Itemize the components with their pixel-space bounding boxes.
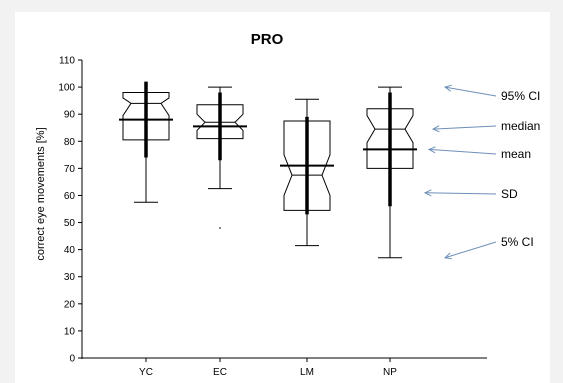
y-tick-label: 80 — [64, 137, 76, 148]
annotation-label: median — [501, 119, 540, 133]
axes: 0 10 20 30 40 50 60 70 80 90 100 110 YC EC LM NP — [58, 56, 487, 378]
x-tick-label: EC — [213, 367, 227, 378]
annotation-label: SD — [501, 187, 518, 201]
y-tick-label: 60 — [64, 191, 76, 202]
y-tick-label: 100 — [58, 83, 75, 94]
x-tick-label: YC — [139, 367, 153, 378]
outlier-point — [219, 227, 221, 229]
x-tick-label: NP — [383, 367, 397, 378]
notched-box — [366, 108, 414, 169]
annotation-mean: mean — [427, 146, 531, 161]
annotation-arrow-line — [444, 241, 497, 259]
annotation-arrow-head — [423, 189, 432, 197]
annotation-arrow-line — [444, 86, 497, 97]
boxes — [119, 81, 417, 259]
annotation-label: 5% CI — [501, 235, 534, 249]
annotation-arrow-line — [428, 148, 497, 155]
annotation-label: 95% CI — [501, 89, 540, 103]
y-tick-label: 30 — [64, 272, 76, 283]
notched-box — [122, 92, 170, 141]
y-tick-label: 70 — [64, 164, 76, 175]
annotation-arrow-line — [424, 192, 497, 195]
y-tick-label: 10 — [64, 326, 76, 337]
box-yc — [119, 81, 173, 203]
y-tick-label: 110 — [59, 56, 75, 67]
annotation-arrow-head — [431, 125, 440, 133]
box-lm — [280, 98, 334, 247]
chart-title: PRO — [251, 31, 284, 48]
box-plot-chart: PRO correct eye movements [%] 0 10 20 30 40 5… — [35, 31, 540, 378]
annotation-95-ci: 95% CI — [443, 84, 540, 103]
box-ec — [193, 86, 247, 229]
x-tick-label: LM — [300, 367, 314, 378]
box-np — [363, 86, 417, 259]
y-tick-label: 50 — [64, 218, 76, 229]
y-tick-label: 0 — [69, 354, 75, 365]
annotation-label: mean — [501, 147, 531, 161]
y-tick-label: 40 — [64, 245, 76, 256]
annotation-arrow-head — [443, 252, 452, 260]
annotation-sd: SD — [423, 187, 518, 201]
y-tick-label: 20 — [64, 299, 76, 310]
annotation-arrow-head — [443, 84, 452, 92]
chart-frame: PRO correct eye movements [%] 0 10 20 30 40 5… — [15, 12, 550, 383]
annotation-arrow-line — [432, 125, 497, 130]
annotation-median: median — [431, 119, 540, 133]
y-axis-label: correct eye movements [%] — [35, 127, 47, 260]
annotations: 95% CI median mean SD 5% CI — [423, 84, 540, 260]
annotation-5-ci: 5% CI — [443, 235, 534, 260]
y-tick-label: 90 — [64, 110, 76, 121]
notched-box — [283, 120, 331, 211]
notched-box — [196, 104, 244, 140]
annotation-arrow-head — [427, 146, 436, 154]
